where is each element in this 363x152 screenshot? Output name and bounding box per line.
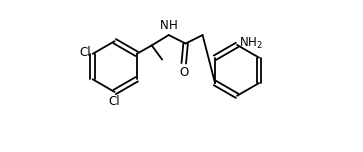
Text: Cl: Cl [108, 95, 119, 108]
Text: NH$_2$: NH$_2$ [239, 36, 263, 51]
Text: H: H [169, 19, 178, 32]
Text: Cl: Cl [79, 47, 91, 59]
Text: O: O [179, 66, 188, 79]
Text: N: N [160, 19, 168, 32]
